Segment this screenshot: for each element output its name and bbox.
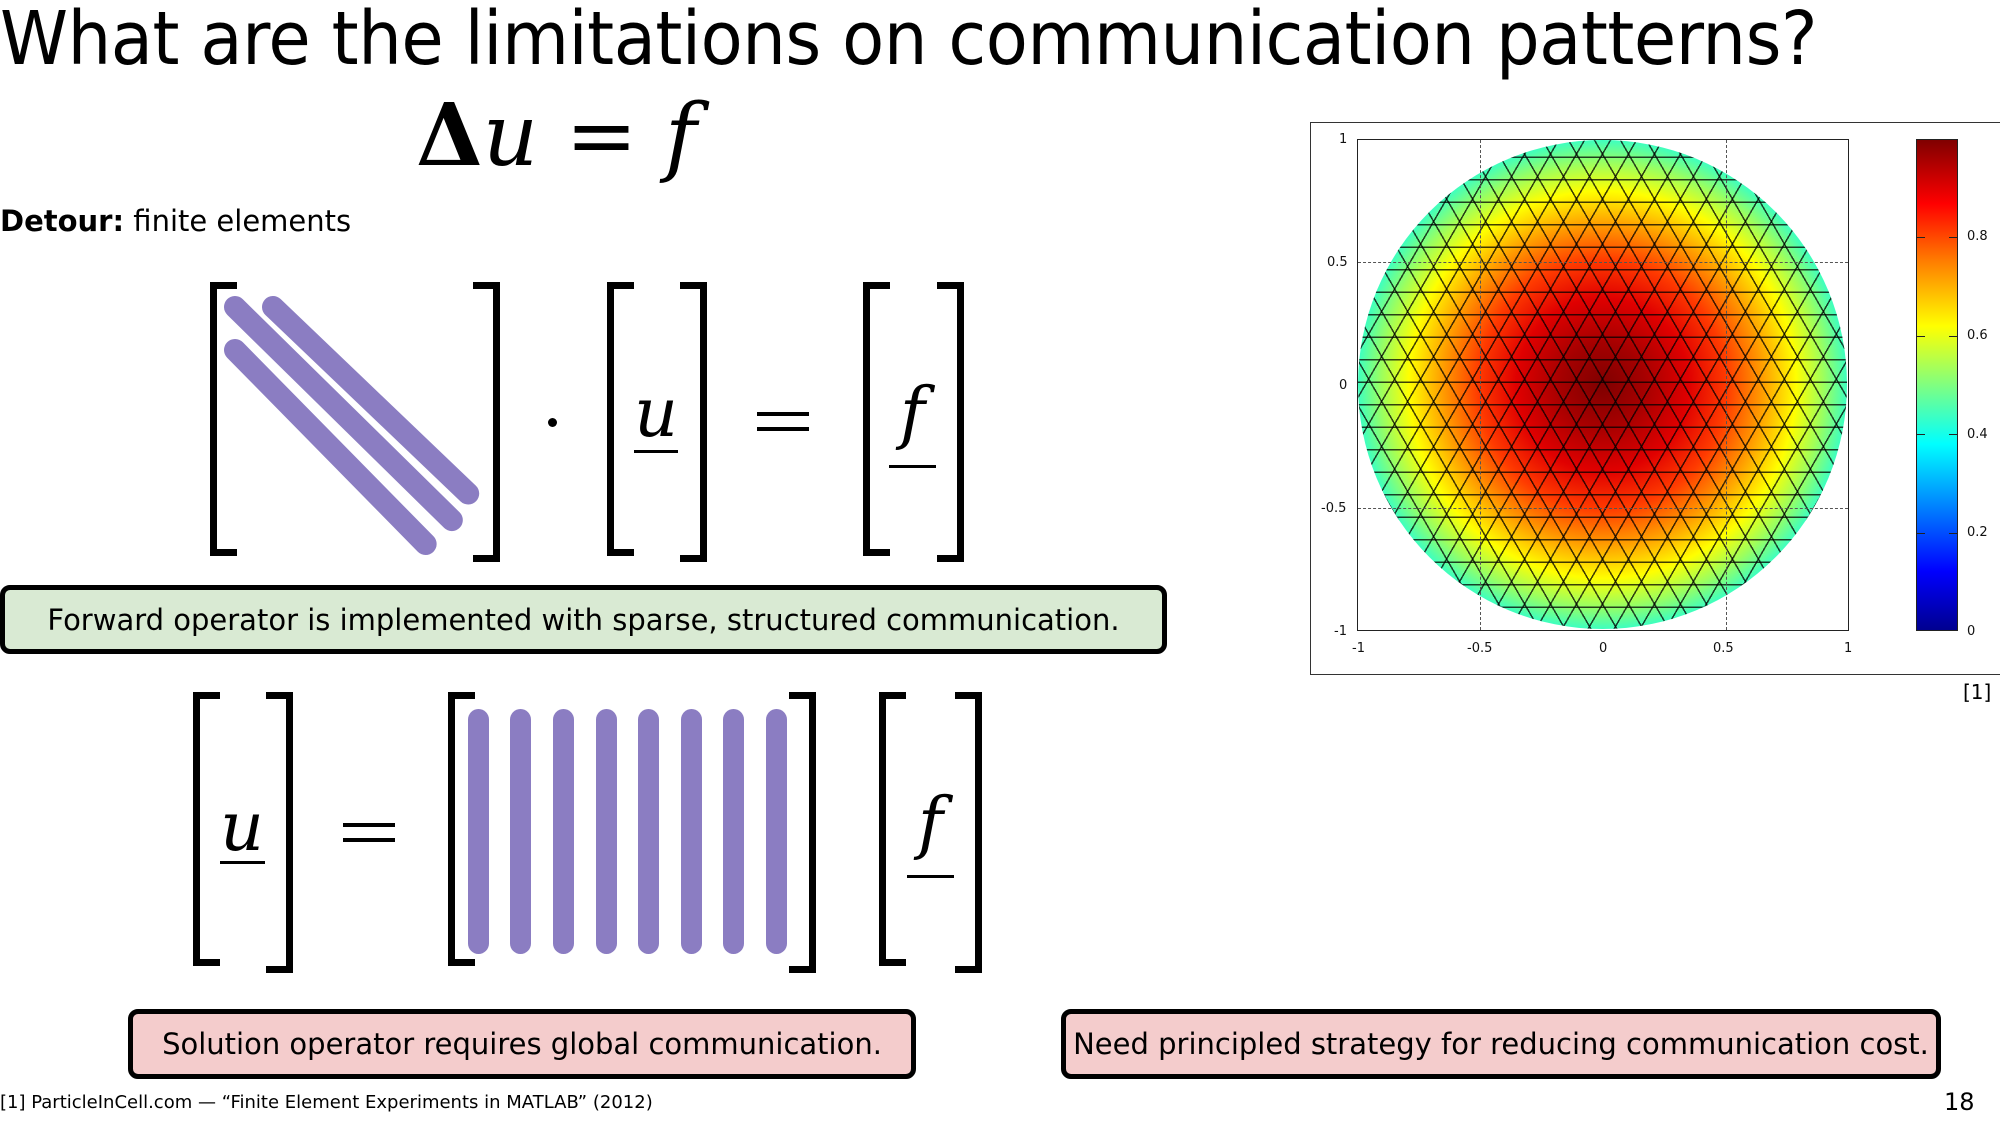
strategy-text: Need principled strategy for reducing co… xyxy=(1073,1027,1929,1061)
strategy-callout: Need principled strategy for reducing co… xyxy=(1061,1009,1941,1079)
dense-column-3 xyxy=(553,709,574,954)
cbar-tick-0.6-right xyxy=(1949,336,1957,337)
dense-matrix-left-bracket xyxy=(448,692,475,966)
f-left-bracket xyxy=(863,282,890,556)
main-diagonal-band xyxy=(219,291,468,536)
x-tick-1: 1 xyxy=(1844,641,1853,656)
y-tick-neg-1: -1 xyxy=(1334,624,1347,639)
f-vector-symbol: f xyxy=(899,374,926,453)
matrix-right-bracket xyxy=(473,282,500,562)
f-underline xyxy=(889,465,936,468)
x-tick-neg-0.5: -0.5 xyxy=(1467,641,1493,656)
equals-line-bottom xyxy=(757,427,809,431)
cbar-tick-0.8-right xyxy=(1949,237,1957,238)
detour-text: finite elements xyxy=(124,204,352,238)
colorbar xyxy=(1916,139,1958,631)
y-tick-0: 0 xyxy=(1339,378,1348,393)
sol-u-underline xyxy=(220,861,265,864)
detour-label: Detour: finite elements xyxy=(0,203,351,239)
dense-column-7 xyxy=(723,709,744,954)
poisson-equation: Δu = f xyxy=(416,85,697,187)
grid-y-pos-half xyxy=(1358,262,1848,263)
u-underline xyxy=(634,450,678,453)
sol-f-left-bracket xyxy=(879,692,906,966)
x-tick-neg-1: -1 xyxy=(1352,641,1365,656)
u-left-bracket xyxy=(607,282,634,556)
f-right-bracket xyxy=(937,282,964,562)
solution-operator-callout: Solution operator requires global commun… xyxy=(128,1009,916,1079)
dense-column-5 xyxy=(638,709,659,954)
u-vector-symbol: u xyxy=(634,374,678,453)
y-tick-neg-0.5: -0.5 xyxy=(1321,501,1347,516)
grid-x-neg-half xyxy=(1480,140,1481,630)
sol-f-right-bracket xyxy=(955,692,982,973)
plot-axes xyxy=(1357,139,1849,631)
figure-frame xyxy=(1310,122,2000,675)
cbar-tick-0.8-left xyxy=(1917,237,1925,238)
cbar-label-0: 0 xyxy=(1967,624,1976,639)
cbar-tick-0.4-right xyxy=(1949,434,1957,435)
page-number: 18 xyxy=(1944,1088,1975,1116)
cbar-label-0.6: 0.6 xyxy=(1967,328,1988,343)
sol-f-underline xyxy=(907,875,954,878)
x-tick-0.5: 0.5 xyxy=(1713,641,1734,656)
cbar-tick-0.4-left xyxy=(1917,434,1925,435)
grid-x-pos-half xyxy=(1726,140,1727,630)
sol-f-symbol: f xyxy=(917,784,944,863)
dense-column-2 xyxy=(510,709,531,954)
multiply-dot xyxy=(548,418,557,427)
grid-y-neg-half xyxy=(1358,508,1848,509)
y-tick-1: 1 xyxy=(1339,132,1348,147)
figure-reference: [1] xyxy=(1963,680,1992,704)
sol-u-right-bracket xyxy=(266,692,293,973)
forward-operator-callout: Forward operator is implemented with spa… xyxy=(0,585,1167,654)
forward-operator-text: Forward operator is implemented with spa… xyxy=(47,602,1120,637)
sol-u-left-bracket xyxy=(193,692,220,966)
equals-line-top xyxy=(757,412,809,416)
matrix-left-bracket xyxy=(210,282,237,556)
dense-column-4 xyxy=(596,709,617,954)
footer-citation: [1] ParticleInCell.com — “Finite Element… xyxy=(0,1092,653,1113)
cbar-tick-0.2-left xyxy=(1917,533,1925,534)
solution-operator-text: Solution operator requires global commun… xyxy=(162,1027,882,1061)
cbar-label-0.2: 0.2 xyxy=(1967,525,1988,540)
dense-column-8 xyxy=(766,709,787,954)
sol-equals-line-bottom xyxy=(343,838,395,842)
detour-bold: Detour: xyxy=(0,204,125,238)
slide-title: What are the limitations on communicatio… xyxy=(0,0,1818,82)
u-right-bracket xyxy=(680,282,707,562)
dense-column-6 xyxy=(681,709,702,954)
cbar-tick-0.2-right xyxy=(1949,533,1957,534)
cbar-label-0.8: 0.8 xyxy=(1967,229,1988,244)
laplacian-symbol: Δ xyxy=(416,85,483,186)
cbar-label-0.4: 0.4 xyxy=(1967,427,1988,442)
dense-matrix-right-bracket xyxy=(789,692,816,973)
y-tick-0.5: 0.5 xyxy=(1327,255,1348,270)
equation-equals: = xyxy=(565,86,638,186)
cbar-tick-0.6-left xyxy=(1917,336,1925,337)
sol-equals-line-top xyxy=(343,823,395,827)
sol-u-symbol: u xyxy=(220,788,264,867)
x-tick-0: 0 xyxy=(1599,641,1608,656)
equation-f: f xyxy=(664,86,697,186)
triangular-mesh xyxy=(1358,140,1847,629)
equation-u: u xyxy=(482,86,539,186)
dense-column-1 xyxy=(468,709,489,954)
